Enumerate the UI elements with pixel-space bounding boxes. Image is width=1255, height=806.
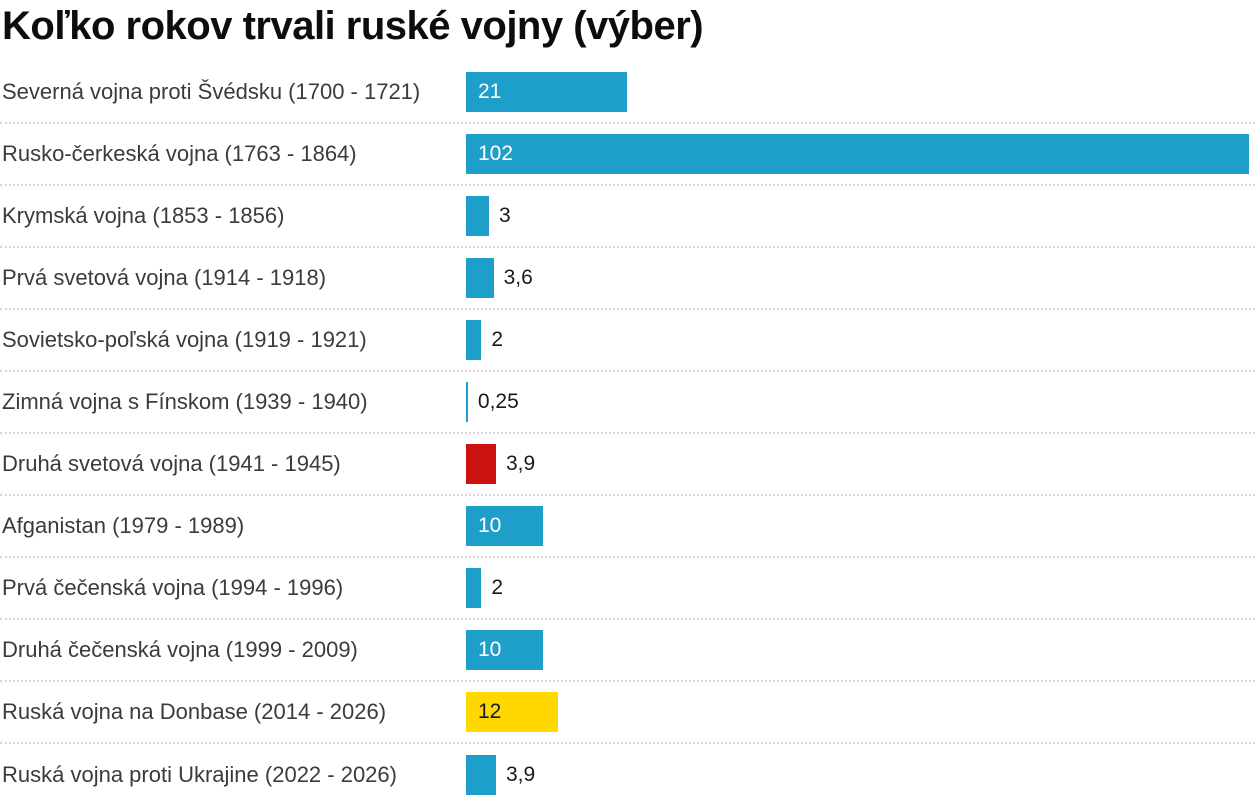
bar-area: 10: [466, 506, 1255, 546]
bar-area: 3: [466, 196, 1255, 236]
chart-row: Prvá čečenská vojna (1994 - 1996) 2: [0, 558, 1255, 620]
row-label: Zimná vojna s Fínskom (1939 - 1940): [2, 389, 368, 414]
row-label: Rusko-čerkeská vojna (1763 - 1864): [2, 141, 357, 166]
bar-area: 21: [466, 72, 1255, 112]
bar-value: 0,25: [477, 390, 519, 413]
bar-value: 3: [499, 204, 511, 227]
bar[interactable]: [466, 382, 468, 422]
bar-value: 10: [478, 638, 502, 661]
bar[interactable]: [466, 755, 496, 795]
bar-area: 3,9: [466, 444, 1255, 484]
bar[interactable]: [466, 196, 490, 236]
bar-value: 10: [478, 514, 502, 537]
bar-area: 0,25: [466, 382, 1255, 422]
row-label: Druhá svetová vojna (1941 - 1945): [2, 451, 341, 476]
bar-area: 102: [466, 134, 1255, 174]
bar-value: 3,9: [505, 763, 536, 786]
row-label: Prvá čečenská vojna (1994 - 1996): [2, 575, 344, 600]
bar[interactable]: [466, 258, 494, 298]
bar[interactable]: [466, 444, 496, 484]
bar-value: 102: [478, 142, 514, 165]
bar[interactable]: 10: [466, 630, 543, 670]
row-label: Sovietsko-poľská vojna (1919 - 1921): [2, 327, 367, 352]
bar[interactable]: 10: [466, 506, 543, 546]
bar-area: 2: [466, 320, 1255, 360]
bar-area: 3,9: [466, 755, 1255, 795]
bar-value: 12: [478, 700, 502, 723]
bar[interactable]: 102: [466, 134, 1249, 174]
bar[interactable]: [466, 320, 482, 360]
row-label: Prvá svetová vojna (1914 - 1918): [2, 265, 327, 290]
row-label: Druhá čečenská vojna (1999 - 2009): [2, 637, 358, 662]
chart-row: Prvá svetová vojna (1914 - 1918) 3,6: [0, 248, 1255, 310]
chart-rows: Severná vojna proti Švédsku (1700 - 1721…: [0, 62, 1255, 806]
bar-area: 3,6: [466, 258, 1255, 298]
bar-area: 2: [466, 568, 1255, 608]
chart-row: Ruská vojna na Donbase (2014 - 2026) 12: [0, 682, 1255, 744]
row-label: Ruská vojna proti Ukrajine (2022 - 2026): [2, 762, 397, 787]
chart-row: Afganistan (1979 - 1989) 10: [0, 496, 1255, 558]
chart-row: Rusko-čerkeská vojna (1763 - 1864) 102: [0, 124, 1255, 186]
bar-area: 12: [466, 692, 1255, 732]
chart-row: Druhá svetová vojna (1941 - 1945) 3,9: [0, 434, 1255, 496]
bar-value: 2: [491, 576, 504, 599]
row-label: Krymská vojna (1853 - 1856): [2, 203, 285, 228]
bar-area: 10: [466, 630, 1255, 670]
chart-row: Ruská vojna proti Ukrajine (2022 - 2026)…: [0, 744, 1255, 806]
bar-value: 21: [478, 80, 502, 103]
chart-row: Zimná vojna s Fínskom (1939 - 1940) 0,25: [0, 372, 1255, 434]
chart-row: Krymská vojna (1853 - 1856) 3: [0, 186, 1255, 248]
row-label: Afganistan (1979 - 1989): [2, 513, 245, 538]
bar[interactable]: 12: [466, 692, 559, 732]
bar[interactable]: 21: [466, 72, 628, 112]
chart-title: Koľko rokov trvali ruské vojny (výber): [2, 4, 704, 48]
bar[interactable]: [466, 568, 482, 608]
row-label: Ruská vojna na Donbase (2014 - 2026): [2, 699, 387, 724]
row-label: Severná vojna proti Švédsku (1700 - 1721…: [2, 79, 421, 104]
bar-value: 3,9: [505, 452, 536, 475]
chart-row: Druhá čečenská vojna (1999 - 2009) 10: [0, 620, 1255, 682]
chart-row: Severná vojna proti Švédsku (1700 - 1721…: [0, 62, 1255, 124]
bar-value: 3,6: [503, 266, 533, 289]
chart-row: Sovietsko-poľská vojna (1919 - 1921) 2: [0, 310, 1255, 372]
bar-value: 2: [491, 328, 504, 351]
